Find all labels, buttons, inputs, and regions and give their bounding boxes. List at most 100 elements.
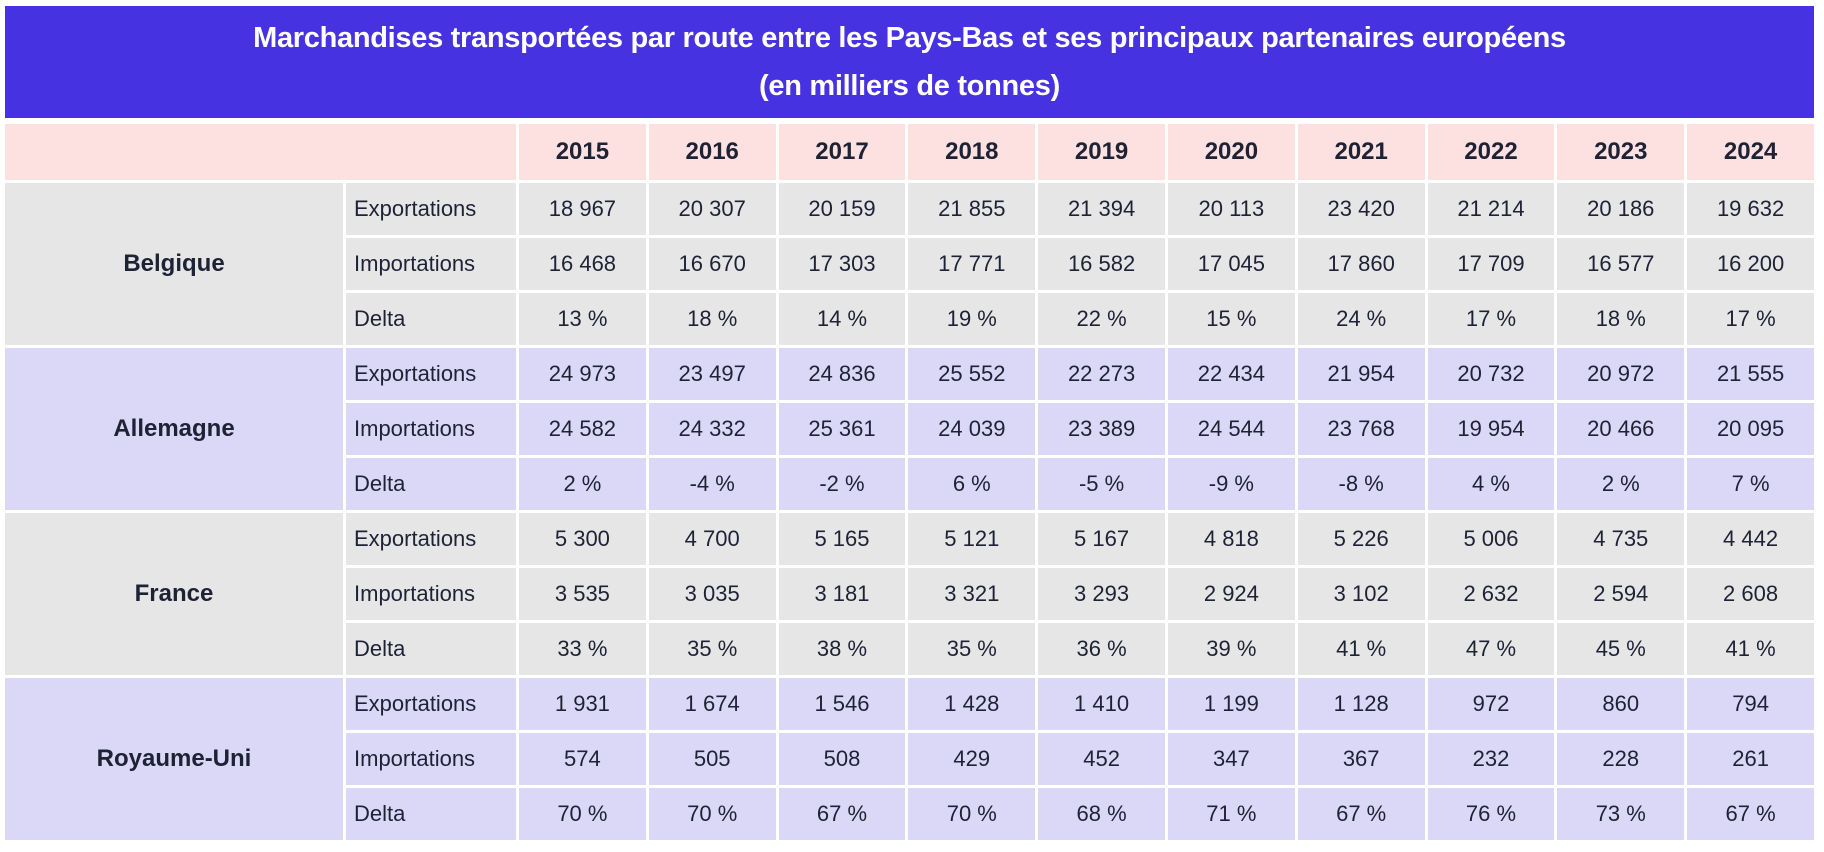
row-label: Exportations	[346, 183, 516, 235]
value-cell: 24 582	[519, 403, 646, 455]
value-cell: 19 %	[908, 293, 1036, 345]
value-cell: 21 954	[1297, 348, 1425, 400]
value-cell: 19 632	[1687, 183, 1814, 235]
value-cell: 1 931	[519, 678, 646, 730]
value-cell: 20 159	[778, 183, 906, 235]
value-cell: 17 %	[1687, 293, 1814, 345]
value-cell: 67 %	[1297, 788, 1425, 840]
value-cell: 36 %	[1038, 623, 1165, 675]
value-cell: 4 818	[1167, 513, 1295, 565]
value-cell: 41 %	[1297, 623, 1425, 675]
value-cell: 794	[1687, 678, 1814, 730]
value-cell: 972	[1427, 678, 1555, 730]
value-cell: 21 855	[908, 183, 1036, 235]
value-cell: 22 %	[1038, 293, 1165, 345]
value-cell: 13 %	[519, 293, 646, 345]
value-cell: 24 039	[908, 403, 1036, 455]
value-cell: 35 %	[908, 623, 1036, 675]
value-cell: 33 %	[519, 623, 646, 675]
year-header: 2018	[908, 124, 1036, 180]
value-cell: 20 186	[1557, 183, 1685, 235]
year-header: 2023	[1557, 124, 1685, 180]
value-cell: 17 303	[778, 238, 906, 290]
value-cell: 3 321	[908, 568, 1036, 620]
value-cell: 21 555	[1687, 348, 1814, 400]
row-label: Importations	[346, 238, 516, 290]
table-row: Importations 3 535 3 035 3 181 3 321 3 293 2 9…	[5, 568, 1814, 620]
value-cell: -4 %	[648, 458, 776, 510]
row-label: Importations	[346, 733, 516, 785]
year-header: 2015	[519, 124, 646, 180]
header-row: 2015 2016 2017 2018 2019 2020 2021 2022 2023 2024	[5, 124, 1814, 180]
value-cell: 367	[1297, 733, 1425, 785]
value-cell: 41 %	[1687, 623, 1814, 675]
value-cell: 16 200	[1687, 238, 1814, 290]
row-label: Importations	[346, 403, 516, 455]
row-label: Exportations	[346, 513, 516, 565]
value-cell: 25 552	[908, 348, 1036, 400]
value-cell: 5 121	[908, 513, 1036, 565]
value-cell: 20 095	[1687, 403, 1814, 455]
value-cell: 574	[519, 733, 646, 785]
value-cell: 3 035	[648, 568, 776, 620]
value-cell: 5 226	[1297, 513, 1425, 565]
value-cell: 24 544	[1167, 403, 1295, 455]
value-cell: 452	[1038, 733, 1165, 785]
value-cell: 38 %	[778, 623, 906, 675]
table-row: Delta 2 % -4 % -2 % 6 % -5 % -9 % -8 % 4 % 2 % 7 %	[5, 458, 1814, 510]
table-row: Importations 24 582 24 332 25 361 24 039 23 3…	[5, 403, 1814, 455]
table-row: Delta 70 % 70 % 67 % 70 % 68 % 71 % 67 % 76 % 73 …	[5, 788, 1814, 840]
value-cell: 17 771	[908, 238, 1036, 290]
value-cell: 4 735	[1557, 513, 1685, 565]
value-cell: 2 924	[1167, 568, 1295, 620]
year-header: 2017	[778, 124, 906, 180]
header-empty-cell	[5, 124, 516, 180]
value-cell: 3 293	[1038, 568, 1165, 620]
year-header: 2019	[1038, 124, 1165, 180]
year-header: 2024	[1687, 124, 1814, 180]
value-cell: 67 %	[778, 788, 906, 840]
row-label: Exportations	[346, 678, 516, 730]
value-cell: 23 389	[1038, 403, 1165, 455]
value-cell: 70 %	[648, 788, 776, 840]
value-cell: 22 273	[1038, 348, 1165, 400]
value-cell: 21 394	[1038, 183, 1165, 235]
value-cell: 20 307	[648, 183, 776, 235]
value-cell: 20 113	[1167, 183, 1295, 235]
value-cell: 67 %	[1687, 788, 1814, 840]
value-cell: 16 468	[519, 238, 646, 290]
value-cell: 505	[648, 733, 776, 785]
value-cell: 23 420	[1297, 183, 1425, 235]
value-cell: 1 674	[648, 678, 776, 730]
value-cell: 24 836	[778, 348, 906, 400]
value-cell: 1 128	[1297, 678, 1425, 730]
value-cell: 3 181	[778, 568, 906, 620]
value-cell: 5 165	[778, 513, 906, 565]
country-cell: Allemagne	[5, 348, 343, 510]
value-cell: -5 %	[1038, 458, 1165, 510]
value-cell: 16 582	[1038, 238, 1165, 290]
value-cell: 2 %	[519, 458, 646, 510]
value-cell: 2 %	[1557, 458, 1685, 510]
value-cell: 18 %	[1557, 293, 1685, 345]
value-cell: 23 768	[1297, 403, 1425, 455]
table-container: Marchandises transportées par route entr…	[5, 6, 1814, 843]
value-cell: 24 973	[519, 348, 646, 400]
country-cell: Belgique	[5, 183, 343, 345]
year-header: 2022	[1427, 124, 1555, 180]
value-cell: 860	[1557, 678, 1685, 730]
value-cell: 45 %	[1557, 623, 1685, 675]
value-cell: 4 %	[1427, 458, 1555, 510]
row-label: Delta	[346, 293, 516, 345]
year-header: 2020	[1167, 124, 1295, 180]
value-cell: -2 %	[778, 458, 906, 510]
value-cell: 70 %	[519, 788, 646, 840]
value-cell: 16 577	[1557, 238, 1685, 290]
value-cell: -8 %	[1297, 458, 1425, 510]
value-cell: 3 535	[519, 568, 646, 620]
value-cell: 22 434	[1167, 348, 1295, 400]
value-cell: 2 632	[1427, 568, 1555, 620]
value-cell: 4 442	[1687, 513, 1814, 565]
value-cell: 35 %	[648, 623, 776, 675]
row-label: Delta	[346, 788, 516, 840]
